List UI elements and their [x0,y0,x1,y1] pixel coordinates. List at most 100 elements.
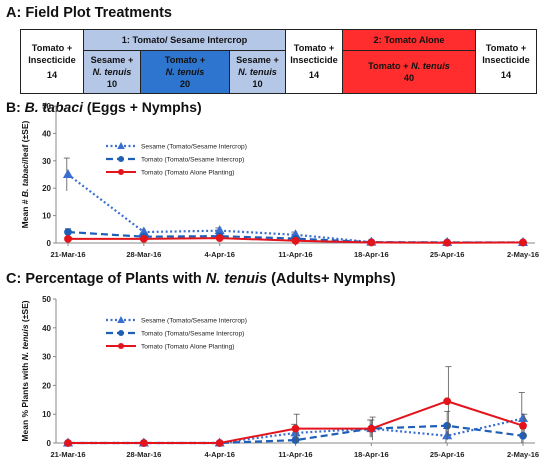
alone-tomato-line: Tomato + N. tenuis [368,60,450,72]
x-tick-label: 18-Apr-16 [354,450,389,459]
intercrop-sesame-left-count: 10 [106,79,118,89]
data-point [367,238,376,247]
x-tick-label: 21-Mar-16 [50,250,85,259]
x-tick-label: 2-May-16 [507,450,539,459]
alone-header-label: 2: Tomato Alone [373,35,445,45]
data-point [443,397,452,406]
section-b-title-prefix: B: [6,99,25,115]
y-axis-label-suffix: (±SE) [20,300,30,324]
section-b-title: B: B. tabaci (Eggs + Nymphs) [6,99,202,115]
intercrop-sesame-right-italic: N. tenuis [238,67,277,77]
x-tick-label: 11-Apr-16 [278,250,312,259]
data-point [367,424,376,433]
data-point [519,238,527,247]
intercrop-header-label: 1: Tomato/ Sesame Intercrop [121,35,248,45]
y-axis-label-italic: N. tenuis [20,324,30,360]
x-tick-label: 25-Apr-16 [430,450,465,459]
legend-label: Tomato (Tomato/Sesame Intercrop) [141,157,244,164]
section-b-title-suffix: (Eggs + Nymphs) [83,99,202,115]
legend-label: Tomato (Tomato/Sesame Intercrop) [141,331,244,338]
legend-marker [118,156,124,162]
data-point [519,431,527,440]
intercrop-sesame-right-line1: Sesame + [236,55,279,65]
data-point [443,238,452,247]
plot-outer-left-count: 14 [46,70,58,80]
x-tick-label: 28-Mar-16 [126,250,161,259]
alone-tomato-line1: Tomato + [368,61,412,71]
section-c-title: C: Percentage of Plants with N. tenuis (… [6,271,396,287]
data-point [291,424,300,433]
data-point [517,412,529,423]
plot-middle-line2: Insecticide [290,55,338,65]
y-tick-label: 30 [42,157,51,166]
data-point [139,234,148,243]
intercrop-sesame-left-italic: N. tenuis [92,67,132,77]
field-plot-diagram: Tomato + Insecticide 14 1: Tomato/ Sesam… [20,29,537,94]
data-point [139,439,148,447]
y-tick-label: 0 [47,239,52,248]
legend-label: Tomato (Tomato Alone Planting) [141,170,234,177]
y-tick-label: 50 [42,295,51,304]
intercrop-sesame-left: Sesame + N. tenuis 10 [83,50,141,94]
data-point [64,234,72,243]
x-tick-label: 11-Apr-16 [278,450,312,459]
legend-label: Sesame (Tomato/Sesame Intercrop) [141,144,247,151]
x-tick-label: 18-Apr-16 [354,250,389,259]
x-tick-label: 4-Apr-16 [204,450,234,459]
legend-label: Sesame (Tomato/Sesame Intercrop) [141,318,247,325]
plot-outer-left-line2: Insecticide [28,55,76,65]
legend-marker [118,343,124,349]
y-axis-label-suffix: /leaf (±SE) [20,121,30,162]
data-point [291,436,300,445]
x-tick-label: 4-Apr-16 [204,250,234,259]
y-tick-label: 40 [42,129,51,138]
data-point [215,439,224,447]
section-c-title-suffix: (Adults+ Nymphs) [267,271,396,287]
x-tick-label: 25-Apr-16 [430,250,465,259]
intercrop-sesame-right-count: 10 [252,79,263,89]
section-c-title-italic: N. tenuis [205,271,268,287]
plot-outer-left-line1: Tomato + [31,43,73,53]
plot-middle-line1: Tomato + [293,43,335,53]
y-tick-label: 20 [42,184,51,193]
y-axis-label: Mean # B. tabaci/leaf (±SE) [20,121,30,229]
legend-marker [118,330,124,336]
section-c-title-prefix: C: Percentage of Plants with [6,271,206,287]
section-a-title: A: Field Plot Treatments [6,5,172,21]
legend-label: Tomato (Tomato Alone Planting) [141,344,234,351]
intercrop-tomato-line1: Tomato + [164,55,206,65]
y-axis-label-italic: B. tabaci [20,161,30,197]
intercrop-tomato-italic: N. tenuis [165,67,205,77]
alone-tomato-italic: N. tenuis [411,61,450,71]
data-point [62,168,74,178]
plot-outer-right-line1: Tomato + [485,43,527,53]
y-tick-label: 40 [42,324,51,333]
legend-marker [117,316,125,323]
data-point [215,234,224,242]
intercrop-sesame-left-line1: Sesame + [90,55,134,65]
y-axis-label-prefix: Mean % Plants with [20,360,30,441]
y-axis-label: Mean % Plants with N. tenuis (±SE) [20,300,30,441]
data-point [291,236,300,245]
plot-outer-right: Tomato + Insecticide 14 [475,29,537,94]
x-tick-label: 28-Mar-16 [126,450,161,459]
y-tick-label: 0 [47,439,52,448]
plot-outer-right-line2: Insecticide [482,55,530,65]
intercrop-tomato-count: 20 [179,79,191,89]
y-tick-label: 30 [42,353,51,362]
intercrop-tomato: Tomato + N. tenuis 20 [140,50,230,94]
data-point [64,439,72,447]
y-tick-label: 10 [42,410,51,419]
legend-marker [118,169,124,175]
plot-outer-right-count: 14 [500,70,512,80]
y-axis-label-prefix: Mean # [20,197,30,228]
data-point [519,421,527,430]
alone-tomato: Tomato + N. tenuis 40 [342,50,476,94]
x-tick-label: 2-May-16 [507,250,539,259]
y-tick-label: 50 [42,102,51,111]
y-tick-label: 20 [42,381,51,390]
y-tick-label: 10 [42,212,51,221]
x-tick-label: 21-Mar-16 [50,450,85,459]
